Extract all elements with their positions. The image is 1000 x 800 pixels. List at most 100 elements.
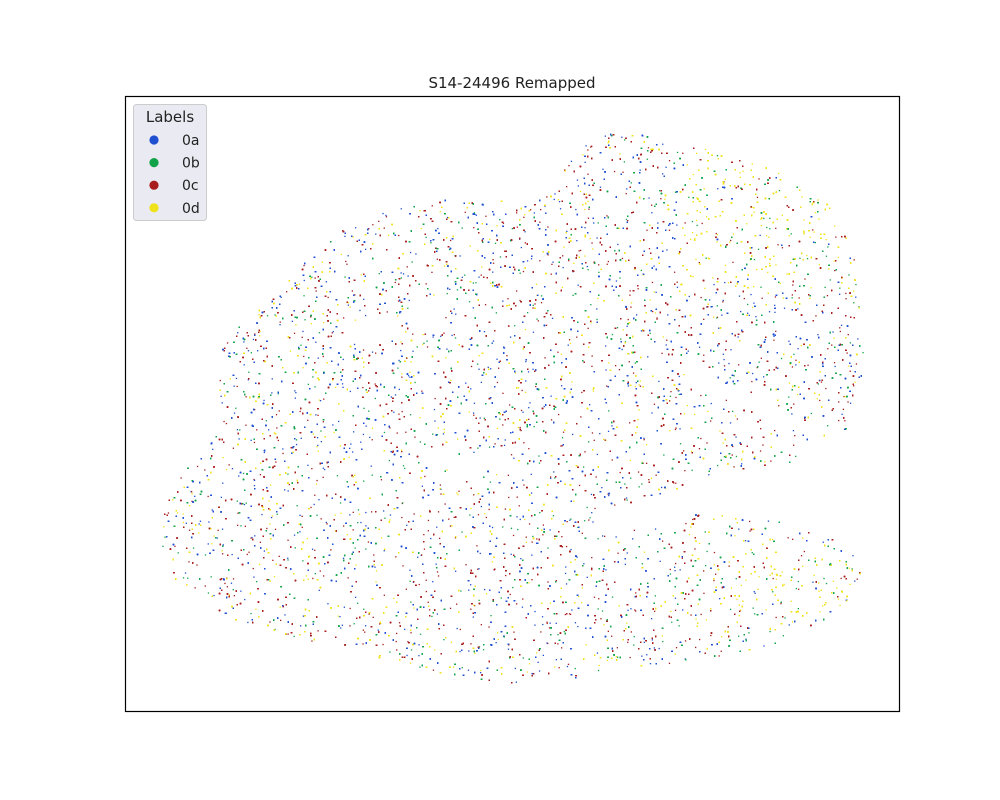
scatter-point-0c — [743, 297, 745, 300]
scatter-point-0a — [291, 320, 293, 322]
scatter-point-0a — [626, 552, 628, 554]
scatter-point-0c — [564, 613, 566, 616]
scatter-point-0a — [590, 493, 593, 496]
scatter-point-0d — [608, 362, 610, 364]
scatter-point-0c — [506, 355, 508, 357]
scatter-point-0a — [475, 214, 477, 216]
scatter-point-0d — [333, 431, 335, 434]
scatter-point-0b — [678, 393, 680, 396]
scatter-point-0a — [365, 425, 367, 427]
scatter-point-0c — [485, 516, 487, 519]
scatter-point-0a — [515, 681, 517, 683]
scatter-point-0c — [853, 259, 855, 261]
scatter-point-0a — [532, 368, 534, 370]
scatter-point-0a — [319, 400, 322, 402]
scatter-point-0b — [409, 414, 412, 416]
scatter-point-0d — [307, 578, 309, 580]
scatter-point-0d — [182, 521, 185, 524]
scatter-point-0c — [492, 262, 495, 264]
scatter-point-0b — [584, 520, 586, 522]
scatter-point-0a — [492, 271, 494, 273]
scatter-point-0a — [708, 474, 710, 476]
scatter-point-0a — [812, 581, 814, 583]
scatter-point-0c — [795, 359, 797, 361]
scatter-point-0d — [419, 417, 421, 419]
scatter-point-0b — [265, 420, 267, 422]
scatter-point-0c — [367, 541, 370, 543]
scatter-point-0a — [661, 486, 663, 489]
scatter-point-0b — [753, 258, 756, 261]
scatter-point-0c — [473, 414, 475, 416]
scatter-point-0b — [365, 548, 367, 550]
scatter-point-0b — [561, 437, 564, 439]
scatter-point-0b — [824, 286, 826, 288]
scatter-point-0a — [585, 145, 587, 147]
scatter-point-0c — [593, 439, 595, 441]
scatter-point-0c — [698, 262, 700, 264]
scatter-point-0a — [307, 464, 309, 466]
scatter-point-0b — [494, 242, 497, 244]
scatter-point-0a — [449, 288, 451, 290]
scatter-point-0d — [717, 158, 719, 160]
scatter-point-0a — [753, 591, 755, 593]
scatter-point-0d — [813, 574, 815, 577]
scatter-point-0a — [317, 444, 319, 447]
scatter-point-0d — [489, 238, 491, 241]
scatter-point-0b — [478, 599, 480, 601]
scatter-point-0a — [767, 520, 770, 522]
scatter-point-0c — [464, 211, 466, 213]
scatter-point-0a — [216, 537, 218, 539]
scatter-point-0d — [729, 241, 731, 243]
scatter-point-0d — [626, 622, 628, 624]
scatter-point-0a — [711, 306, 713, 308]
scatter-point-0c — [327, 296, 329, 299]
scatter-point-0a — [530, 492, 533, 494]
scatter-point-0b — [353, 623, 355, 625]
scatter-point-0a — [586, 576, 588, 578]
scatter-point-0c — [528, 418, 530, 420]
scatter-point-0c — [607, 260, 609, 263]
scatter-point-0d — [791, 621, 794, 623]
scatter-point-0a — [220, 395, 222, 397]
scatter-point-0d — [484, 513, 486, 515]
scatter-point-0c — [383, 594, 385, 596]
scatter-point-0c — [410, 632, 412, 634]
scatter-point-0a — [592, 521, 594, 523]
scatter-point-0a — [630, 608, 632, 610]
scatter-point-0b — [456, 289, 459, 291]
scatter-point-0b — [738, 635, 740, 637]
scatter-point-0c — [303, 355, 305, 358]
scatter-point-0c — [561, 647, 563, 649]
scatter-point-0a — [626, 188, 628, 190]
scatter-point-0d — [496, 225, 498, 227]
scatter-point-0d — [643, 551, 646, 553]
scatter-point-0a — [478, 568, 480, 570]
scatter-point-0b — [432, 433, 434, 435]
scatter-point-0a — [658, 647, 660, 650]
scatter-point-0d — [221, 550, 223, 552]
scatter-point-0a — [819, 379, 821, 381]
scatter-point-0c — [253, 441, 256, 444]
scatter-point-0d — [298, 283, 301, 285]
scatter-point-0c — [437, 575, 440, 577]
scatter-point-0c — [616, 647, 618, 649]
scatter-point-0c — [584, 451, 586, 453]
scatter-point-0c — [519, 426, 521, 429]
scatter-point-0c — [405, 588, 407, 590]
scatter-point-0c — [525, 536, 527, 538]
scatter-point-0b — [336, 475, 339, 477]
scatter-point-0a — [621, 136, 623, 138]
scatter-point-0a — [679, 569, 681, 571]
scatter-point-0c — [736, 418, 738, 420]
scatter-point-0b — [363, 407, 365, 409]
scatter-point-0c — [656, 317, 658, 319]
scatter-point-0d — [825, 239, 827, 241]
scatter-point-0a — [318, 499, 320, 501]
scatter-point-0c — [505, 574, 507, 577]
scatter-point-0c — [756, 196, 759, 198]
scatter-point-0b — [371, 474, 373, 476]
scatter-point-0b — [477, 363, 479, 365]
scatter-point-0c — [839, 327, 841, 329]
scatter-point-0c — [635, 610, 637, 612]
scatter-point-0c — [436, 571, 439, 573]
